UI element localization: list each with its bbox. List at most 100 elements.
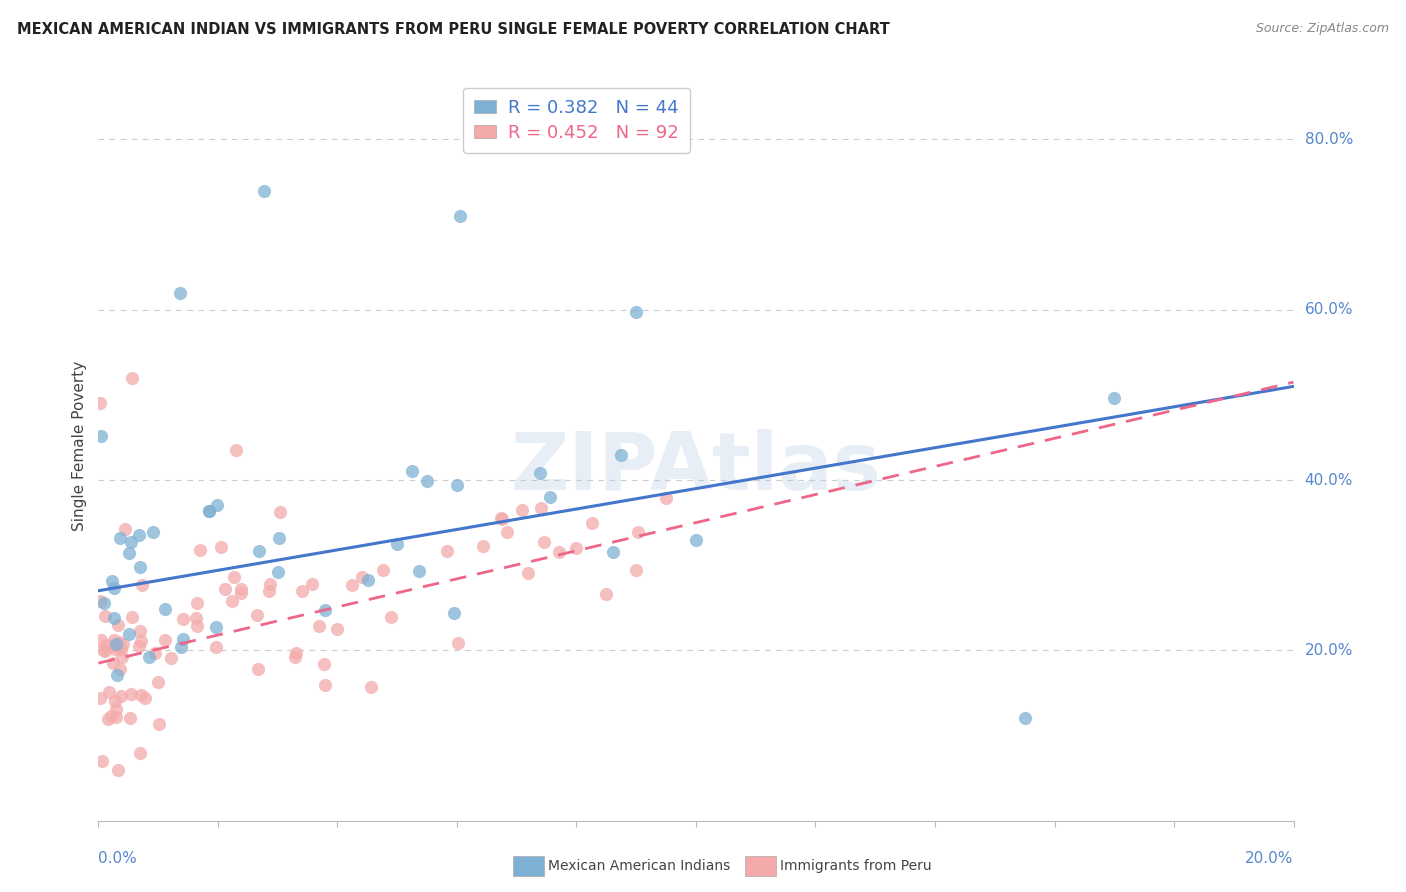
- Text: 60.0%: 60.0%: [1305, 302, 1353, 318]
- Point: [89, 594, 111, 608]
- Point: [1014, 711, 1036, 725]
- Text: 20.0%: 20.0%: [1305, 643, 1353, 657]
- Point: [449, 209, 471, 223]
- Point: [385, 537, 409, 551]
- Point: [655, 491, 678, 505]
- Point: [221, 594, 243, 608]
- Point: [408, 564, 430, 578]
- Point: [131, 578, 153, 592]
- Point: [1104, 392, 1126, 406]
- Point: [198, 504, 221, 518]
- Point: [160, 651, 183, 665]
- Point: [91, 643, 114, 657]
- Point: [516, 566, 538, 581]
- Point: [533, 534, 555, 549]
- Point: [267, 532, 290, 546]
- Point: [169, 285, 191, 300]
- Point: [120, 687, 142, 701]
- Point: [138, 649, 160, 664]
- Text: Source: ZipAtlas.com: Source: ZipAtlas.com: [1256, 22, 1389, 36]
- Point: [148, 675, 170, 690]
- Point: [231, 582, 253, 597]
- Point: [685, 533, 707, 547]
- Text: 0.0%: 0.0%: [98, 851, 138, 866]
- Text: Immigrants from Peru: Immigrants from Peru: [780, 859, 932, 873]
- Point: [103, 633, 125, 648]
- Point: [283, 650, 305, 665]
- Point: [90, 633, 112, 648]
- Point: [380, 610, 402, 624]
- Point: [129, 634, 152, 648]
- Point: [350, 570, 373, 584]
- Point: [595, 587, 617, 601]
- Text: 20.0%: 20.0%: [1246, 851, 1294, 866]
- Point: [247, 662, 270, 676]
- Point: [104, 710, 127, 724]
- Point: [107, 618, 129, 632]
- Point: [530, 501, 553, 516]
- Text: ZIPAtlas: ZIPAtlas: [510, 429, 882, 508]
- Point: [104, 693, 127, 707]
- Point: [197, 504, 219, 518]
- Point: [259, 577, 281, 591]
- Point: [446, 478, 468, 492]
- Point: [105, 636, 128, 650]
- Point: [626, 305, 648, 319]
- Point: [247, 544, 270, 558]
- Point: [290, 584, 312, 599]
- Point: [266, 565, 288, 579]
- Point: [108, 531, 131, 545]
- Point: [184, 611, 207, 625]
- Point: [100, 709, 122, 723]
- Point: [172, 612, 194, 626]
- Point: [118, 627, 141, 641]
- Point: [111, 650, 134, 665]
- Point: [120, 535, 142, 549]
- Point: [581, 516, 603, 530]
- Y-axis label: Single Female Poverty: Single Female Poverty: [72, 361, 87, 531]
- Point: [104, 702, 127, 716]
- Point: [153, 633, 176, 648]
- Point: [314, 657, 336, 671]
- Point: [529, 467, 551, 481]
- Point: [205, 498, 228, 512]
- Point: [103, 657, 125, 671]
- Point: [101, 574, 124, 588]
- Point: [610, 448, 633, 462]
- Point: [94, 644, 117, 658]
- Point: [93, 595, 115, 609]
- Point: [142, 524, 165, 539]
- Point: [105, 668, 128, 682]
- Point: [90, 429, 112, 443]
- Point: [89, 691, 111, 706]
- Point: [89, 396, 111, 410]
- Text: 80.0%: 80.0%: [1305, 132, 1353, 147]
- Point: [447, 636, 470, 650]
- Point: [301, 576, 323, 591]
- Point: [186, 596, 208, 610]
- Point: [188, 543, 211, 558]
- Point: [94, 609, 117, 624]
- Point: [121, 371, 143, 385]
- Text: MEXICAN AMERICAN INDIAN VS IMMIGRANTS FROM PERU SINGLE FEMALE POVERTY CORRELATIO: MEXICAN AMERICAN INDIAN VS IMMIGRANTS FR…: [17, 22, 890, 37]
- Point: [443, 607, 465, 621]
- Point: [104, 642, 127, 657]
- Point: [128, 624, 150, 638]
- Point: [121, 609, 143, 624]
- Point: [285, 646, 308, 660]
- Point: [602, 545, 624, 559]
- Legend: R = 0.382   N = 44, R = 0.452   N = 92: R = 0.382 N = 44, R = 0.452 N = 92: [463, 88, 690, 153]
- Point: [103, 582, 125, 596]
- Point: [246, 607, 269, 622]
- Point: [565, 541, 588, 555]
- Point: [97, 712, 120, 726]
- Point: [253, 184, 276, 198]
- Point: [471, 539, 494, 553]
- Point: [371, 563, 394, 577]
- Point: [257, 583, 280, 598]
- Point: [134, 690, 156, 705]
- Point: [128, 527, 150, 541]
- Point: [269, 505, 291, 519]
- Point: [112, 637, 135, 651]
- Point: [308, 619, 330, 633]
